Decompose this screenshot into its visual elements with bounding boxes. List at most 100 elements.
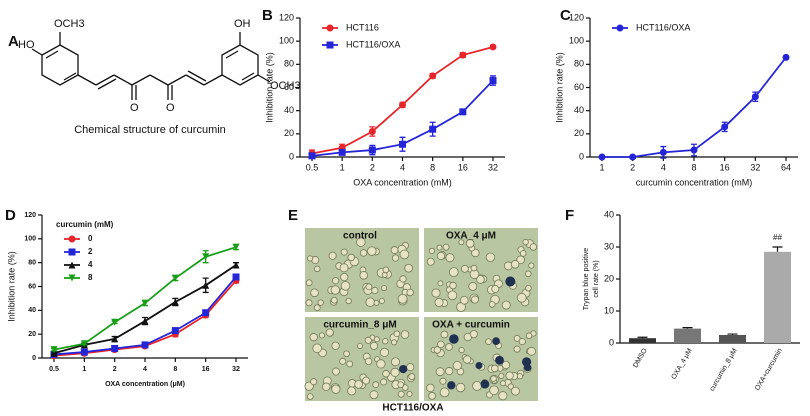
cell (447, 290, 458, 301)
x-tick-label: 0.5 (49, 366, 59, 373)
cell (469, 330, 478, 339)
cell (435, 367, 445, 377)
cell (393, 330, 401, 338)
cell (522, 238, 529, 246)
cell (400, 330, 410, 339)
stained-cell (505, 276, 516, 287)
x-tick-label: DMSO (632, 347, 649, 369)
y-tick-label: 80 (574, 59, 584, 69)
cell (437, 280, 444, 287)
x-tick-label: 2 (630, 162, 635, 172)
bar (629, 338, 656, 343)
panel-label: A (8, 33, 19, 50)
cell (364, 336, 372, 344)
y-tick-label: 0 (609, 337, 614, 347)
legend-marker (326, 24, 334, 32)
y-tick-label: 100 (24, 236, 36, 243)
cell (442, 243, 450, 251)
point (751, 93, 759, 101)
cell (322, 382, 331, 392)
cell (382, 369, 390, 378)
cell (513, 345, 521, 353)
legend-label: HCT116/OXA (346, 39, 400, 49)
point (171, 298, 179, 306)
x-tick-label: 64 (781, 162, 791, 172)
cell (356, 342, 363, 349)
x-axis-label: OXA concentration (μM) (105, 381, 185, 388)
cell (445, 343, 453, 351)
legend-label: 0 (88, 234, 93, 243)
point (80, 348, 88, 356)
stained-cell (492, 337, 500, 345)
cell (426, 383, 435, 393)
point (141, 317, 149, 325)
x-tick-label: 2 (113, 366, 117, 373)
x-tick-label: 32 (232, 366, 240, 373)
cell (391, 339, 398, 346)
cell (325, 328, 334, 337)
cell (378, 297, 385, 304)
y-tick-label: 80 (28, 260, 36, 267)
stained-cell (523, 363, 532, 372)
cell (529, 243, 538, 251)
cell (397, 390, 405, 398)
cell (331, 384, 341, 394)
cell (369, 341, 379, 350)
cell (340, 248, 348, 256)
cell (406, 363, 415, 372)
error-bar (637, 336, 648, 339)
cell (488, 301, 496, 308)
cell (397, 293, 408, 304)
cell (362, 376, 370, 385)
cell (372, 381, 380, 389)
cell (452, 360, 462, 371)
cell (365, 297, 375, 307)
cell (382, 266, 390, 274)
x-tick-label: curcumin_8 μM (709, 347, 739, 392)
cell (376, 359, 386, 369)
point (338, 148, 346, 156)
bar (764, 251, 791, 343)
y-tick-label: 100 (569, 36, 584, 46)
cell (460, 295, 469, 305)
micrograph-label: curcumin_8 μM (323, 320, 396, 331)
point (111, 344, 119, 352)
cell (468, 282, 478, 291)
x-tick-label: 2 (370, 162, 375, 172)
cell (310, 378, 318, 386)
cell (501, 300, 511, 310)
point (111, 318, 119, 326)
stained-cell (447, 381, 456, 390)
cell (465, 239, 475, 248)
cell (364, 357, 373, 366)
point (171, 274, 179, 282)
cell (391, 254, 400, 262)
cell (516, 292, 527, 303)
cell (391, 357, 400, 367)
stained-cell (495, 355, 504, 365)
cell (345, 297, 352, 305)
cell (513, 334, 521, 342)
bar (719, 335, 746, 343)
cell (309, 333, 318, 342)
point (232, 261, 240, 269)
legend-marker (616, 24, 624, 32)
y-tick-label: 20 (284, 128, 294, 138)
point (50, 346, 58, 354)
cell (491, 364, 499, 373)
cell (328, 251, 337, 260)
legend-label: 2 (88, 247, 93, 256)
cell (455, 382, 466, 393)
point (459, 51, 467, 59)
y-tick-label: 10 (604, 305, 614, 315)
legend-marker (326, 41, 334, 49)
cell (428, 247, 435, 255)
x-axis-label: OXA concentration (mM) (353, 177, 452, 187)
x-tick-label: OXA_4 μM (671, 347, 694, 380)
y-tick-label: 0 (289, 151, 294, 161)
cell (354, 379, 363, 389)
x-tick-label: 32 (488, 162, 498, 172)
cell (330, 285, 340, 295)
cell (462, 355, 472, 364)
legend-title: curcumin (mM) (56, 220, 114, 229)
